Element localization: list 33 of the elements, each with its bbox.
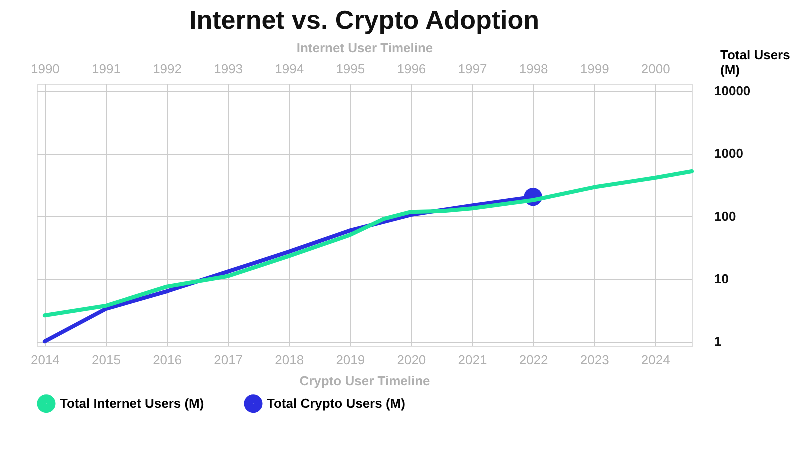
y-tick-label: 100 <box>714 208 736 224</box>
y-tick-label: 10000 <box>714 84 751 99</box>
x2-axis-title: Internet User Timeline <box>296 40 434 56</box>
y-tick-label: 10 <box>714 271 729 286</box>
x2-tick-label: 1999 <box>580 62 610 76</box>
x-tick-label: 2016 <box>153 352 182 368</box>
legend-label: Total Internet Users (M) <box>60 396 204 411</box>
x2-tick-label: 1998 <box>519 62 548 76</box>
x-tick-label: 2021 <box>458 352 488 368</box>
x2-tick-label: 1997 <box>458 62 488 76</box>
x2-tick-label: 1993 <box>214 62 244 76</box>
y-tick-label: 1 <box>714 334 722 350</box>
x-tick-label: 2014 <box>30 352 60 368</box>
y-axis-title: Total Users (M) <box>720 48 790 78</box>
x-tick-label: 2019 <box>336 352 366 368</box>
x-tick-label: 2017 <box>214 352 244 368</box>
x2-tick-label: 1992 <box>153 62 182 76</box>
x2-tick-label: 2000 <box>641 62 670 76</box>
x-axis-title: Crypto User Timeline <box>300 374 430 388</box>
x2-tick-label: 1995 <box>336 62 366 76</box>
x2-tick-label: 1991 <box>92 62 121 76</box>
x-tick-label: 2023 <box>580 352 610 368</box>
x-tick-label: 2024 <box>641 352 670 368</box>
x-tick-label: 2015 <box>92 352 121 368</box>
x2-tick-label: 1994 <box>275 62 304 76</box>
legend-label: Total Crypto Users (M) <box>267 396 406 411</box>
x-tick-label: 2022 <box>519 352 548 368</box>
chart-title: Internet vs. Crypto Adoption <box>189 5 540 35</box>
x-tick-label: 2020 <box>397 352 426 368</box>
x2-tick-label: 1990 <box>30 62 60 76</box>
x-tick-label: 2018 <box>275 352 304 368</box>
x2-tick-label: 1996 <box>397 62 426 76</box>
y-tick-label: 1000 <box>714 146 744 162</box>
